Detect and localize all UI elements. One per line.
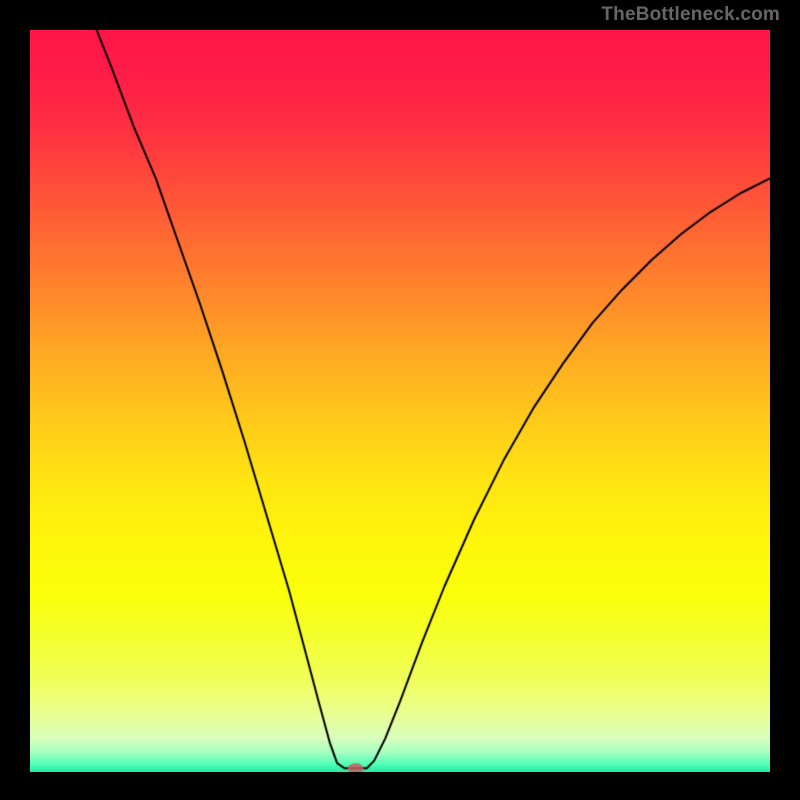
chart-canvas — [30, 30, 770, 772]
chart-container: TheBottleneck.com — [0, 0, 800, 800]
watermark-text: TheBottleneck.com — [601, 4, 780, 26]
plot-area — [30, 30, 770, 772]
